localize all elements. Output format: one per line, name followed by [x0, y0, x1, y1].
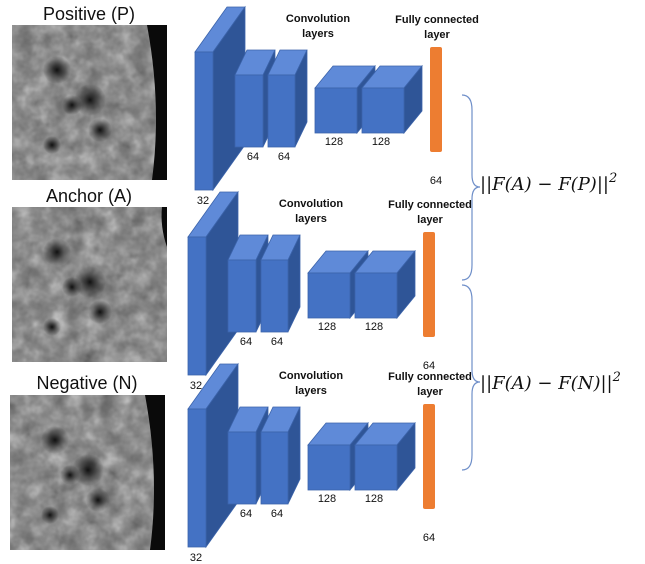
lesion	[43, 238, 71, 266]
lesion	[62, 277, 82, 297]
layer-size: 128	[365, 321, 383, 333]
lesion	[43, 56, 71, 84]
block-front	[314, 87, 358, 134]
formula-exponent: 2	[608, 171, 617, 186]
conv-block	[354, 249, 416, 320]
block-front	[354, 444, 398, 491]
fc-label: layer	[417, 386, 443, 398]
layer-size: 32	[197, 195, 209, 207]
block-front	[260, 431, 289, 505]
block-front	[234, 74, 264, 148]
lesion	[88, 300, 112, 324]
network: 32 64 64 128 128 64 Convolution layers Fully con…	[187, 362, 472, 564]
brace	[461, 284, 481, 471]
fc-label: Fully connected	[388, 199, 472, 211]
fc-label: layer	[417, 214, 443, 226]
conv-block	[267, 49, 308, 148]
layer-size: 64	[240, 508, 252, 520]
fc-label: Fully connected	[395, 14, 479, 26]
layer-size: 64	[271, 336, 283, 348]
brace	[461, 94, 481, 281]
layer-size: 128	[325, 136, 343, 148]
conv-block	[260, 234, 301, 333]
conv-label: Convolution	[279, 198, 343, 210]
lesion	[74, 266, 106, 298]
lesion	[88, 118, 112, 142]
layer-size: 64	[271, 508, 283, 520]
fc-size: 64	[430, 175, 442, 187]
image-edge	[147, 25, 167, 180]
conv-label: layers	[302, 28, 334, 40]
fc-layer	[423, 404, 435, 509]
fc-size: 64	[423, 360, 435, 372]
network: 32 64 64 128 128 64 Convolution layers Fully con…	[187, 190, 472, 392]
layer-size: 128	[365, 493, 383, 505]
layer-size: 64	[240, 336, 252, 348]
fc-size: 64	[423, 532, 435, 544]
lesion	[86, 488, 110, 512]
layer-size: 64	[278, 151, 290, 163]
ultrasound-image	[12, 25, 167, 180]
conv-label: Convolution	[286, 13, 350, 25]
fc-layer	[430, 47, 442, 152]
block-front	[354, 272, 398, 319]
fc-layer	[423, 232, 435, 337]
layer-size: 128	[318, 321, 336, 333]
layer-size: 128	[318, 493, 336, 505]
lesion	[72, 454, 104, 486]
lesion	[41, 506, 59, 524]
layer-size: 64	[247, 151, 259, 163]
block-front	[194, 51, 214, 191]
lesion	[62, 95, 82, 115]
formula-expression: ||F(A) − F(P)||	[480, 174, 609, 195]
image-label: Anchor (A)	[46, 186, 132, 206]
conv-block	[361, 64, 423, 135]
ultrasound-image	[12, 207, 167, 362]
conv-block	[354, 421, 416, 492]
lesion	[74, 84, 106, 116]
lesion	[43, 318, 61, 336]
fc-label: Fully connected	[388, 371, 472, 383]
block-front	[187, 236, 207, 376]
image-label: Negative (N)	[36, 373, 137, 393]
layer-size: 32	[190, 552, 202, 564]
conv-block	[187, 362, 239, 549]
lesion	[41, 426, 69, 454]
formula: ||F(A) − F(N)||2	[480, 370, 621, 394]
block-front	[267, 74, 296, 148]
lesion	[60, 465, 80, 485]
fc-label: layer	[424, 29, 450, 41]
formula-expression: ||F(A) − F(N)||	[480, 373, 613, 394]
network: 32 64 64 128 128 64 Convolution layers Fully con…	[194, 5, 479, 207]
lesion	[43, 136, 61, 154]
layer-size: 128	[372, 136, 390, 148]
conv-block	[260, 406, 301, 505]
formula: ||F(A) − F(P)||2	[480, 171, 617, 195]
image-label: Positive (P)	[43, 4, 135, 24]
block-front	[260, 259, 289, 333]
image-edge	[161, 207, 167, 247]
layer-size: 32	[190, 380, 202, 392]
ultrasound-image	[10, 395, 165, 550]
block-front	[307, 444, 351, 491]
block-front	[187, 408, 207, 548]
block-front	[307, 272, 351, 319]
conv-label: Convolution	[279, 370, 343, 382]
image-edge	[145, 395, 165, 550]
conv-label: layers	[295, 213, 327, 225]
block-front	[361, 87, 405, 134]
block-front	[227, 431, 257, 505]
conv-label: layers	[295, 385, 327, 397]
formula-exponent: 2	[612, 370, 621, 385]
block-front	[227, 259, 257, 333]
